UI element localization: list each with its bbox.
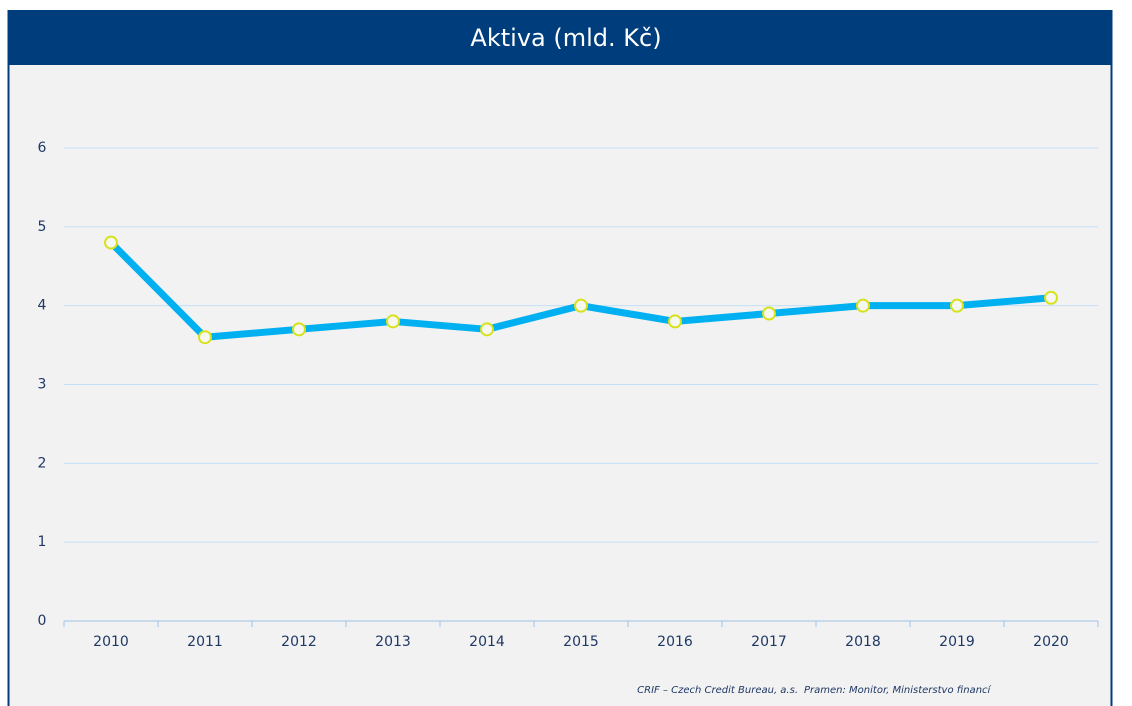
point	[292, 322, 306, 337]
point	[574, 298, 588, 313]
note: Pramen: Monitor, Ministerstvo financí	[804, 684, 992, 696]
point	[762, 306, 776, 321]
x-tick-label: 2020	[1033, 634, 1069, 650]
x-tick-label: 2015	[563, 634, 599, 650]
y-tick-label: 1	[38, 534, 47, 550]
point	[104, 235, 118, 250]
point	[668, 314, 682, 329]
y-tick-label: 3	[38, 377, 47, 393]
x-tick-label: 2011	[187, 634, 223, 650]
y-tick-label: 4	[38, 298, 47, 314]
x-tick-label: 2018	[845, 634, 881, 650]
header-band	[8, 10, 1112, 65]
y-tick-label: 6	[38, 140, 47, 156]
point	[480, 322, 494, 337]
x-tick-label: 2017	[751, 634, 787, 650]
x-tick-label: 2013	[375, 634, 411, 650]
y-tick-label: 5	[38, 219, 47, 235]
x-tick-label: 2012	[281, 634, 317, 650]
point	[386, 314, 400, 329]
x-tick-label: 2016	[657, 634, 693, 650]
chart-background	[8, 10, 1112, 706]
chart-title: Aktiva (mld. Kč)	[470, 24, 661, 52]
x-tick-label: 2019	[939, 634, 975, 650]
point	[856, 298, 870, 313]
y-tick-label: 0	[38, 613, 47, 629]
x-tick-label: 2014	[469, 634, 505, 650]
point	[1044, 290, 1058, 305]
y-tick-label: 2	[38, 455, 47, 471]
point	[198, 330, 212, 345]
source: CRIF – Czech Credit Bureau, a.s.	[637, 685, 798, 696]
point	[950, 298, 964, 313]
x-tick-label: 2010	[93, 634, 129, 650]
